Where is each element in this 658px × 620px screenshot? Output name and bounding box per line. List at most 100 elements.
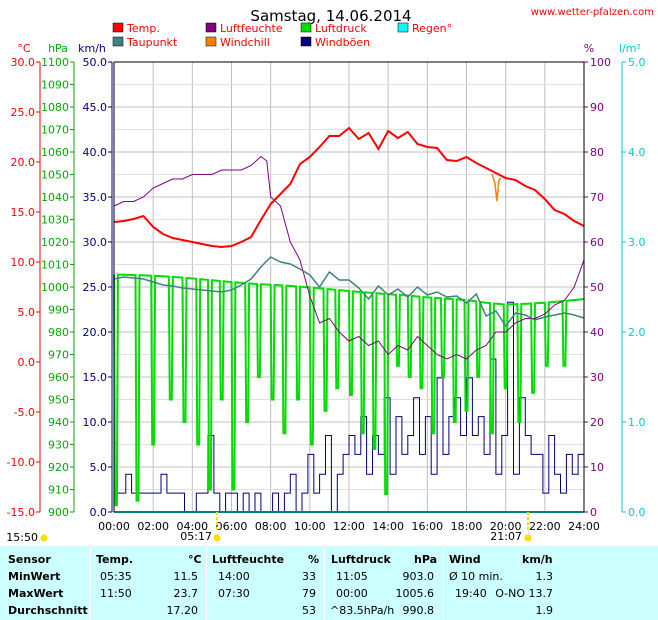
hum-max-time: 07:30 — [218, 587, 250, 600]
chart-legend: Temp. Luftfeuchte Luftdruck Regen° Taupunkt W… — [112, 22, 452, 49]
hum-min-value: 33 — [302, 570, 316, 583]
humidity-axis-tick-label: 50 — [590, 281, 604, 294]
rain-axis-tick-label: 3.0 — [628, 236, 646, 249]
wind-min-value: 1.3 — [535, 570, 554, 583]
header-humidity-unit: % — [308, 553, 320, 566]
x-tick-label: 08:00 — [255, 520, 287, 533]
plot-frame — [113, 61, 585, 513]
wind-max-time: 19:40 — [455, 587, 487, 600]
temp-axis-tick-label: 15.0 — [11, 206, 36, 219]
rain-axis-tick-label: 1.0 — [628, 416, 646, 429]
pressure-axis-tick-label: 940 — [48, 416, 69, 429]
legend-swatch — [300, 36, 312, 47]
temp-axis-tick-label: 5.0 — [18, 306, 36, 319]
legend-swatch — [112, 22, 124, 33]
legend-label: Temp. — [126, 22, 160, 35]
hum-min-time: 14:00 — [218, 570, 250, 583]
header-wind: Wind — [449, 553, 481, 566]
pressure-axis-tick-label: 970 — [48, 349, 69, 362]
legend-swatch — [397, 22, 409, 33]
x-tick-label: 06:00 — [216, 520, 248, 533]
hum-avg-value: 53 — [302, 604, 316, 617]
pressure-axis-tick-label: 920 — [48, 461, 69, 474]
rain-axis-tick-label: 0.0 — [628, 506, 646, 519]
wind-axis-tick-label: 0.0 — [90, 506, 108, 519]
pressure-axis-tick-label: 990 — [48, 304, 69, 317]
pressure-axis-tick-label: 900 — [48, 506, 69, 519]
humidity-axis-tick-label: 80 — [590, 146, 604, 159]
pressure-axis-tick-label: 1030 — [41, 214, 69, 227]
rain-axis-tick-label: 5.0 — [628, 56, 646, 69]
sunrise-time: 05:17 — [180, 530, 212, 543]
x-tick-label: 22:00 — [529, 520, 561, 533]
wind-axis-tick-label: 30.0 — [83, 236, 108, 249]
column-divider — [206, 546, 207, 620]
wind-axis-tick-label: 5.0 — [90, 461, 108, 474]
site-url[interactable]: www.wetter-pfalzen.com — [531, 7, 654, 18]
legend-swatch — [205, 22, 217, 33]
humidity-axis-tick-label: 20 — [590, 416, 604, 429]
temp-min-time: 05:35 — [100, 570, 132, 583]
current-time-icon — [40, 534, 48, 542]
x-tick-label: 10:00 — [294, 520, 326, 533]
x-tick-label: 00:00 — [98, 520, 130, 533]
series-taupunkt — [113, 256, 585, 328]
pressure-axis-unit: hPa — [48, 42, 68, 55]
x-tick-label: 16:00 — [411, 520, 443, 533]
legend-label: Luftfeuchte — [220, 22, 283, 35]
legend-label: Windböen — [315, 36, 370, 49]
wind-axis-tick-label: 10.0 — [83, 416, 108, 429]
pressure-axis-tick-label: 1040 — [41, 191, 69, 204]
rain-axis-tick-label: 2.0 — [628, 326, 646, 339]
pressure-axis-tick-label: 980 — [48, 326, 69, 339]
temp-axis-tick-label: 30.0 — [11, 56, 36, 69]
press-trend: ^83.5hPa/h — [330, 604, 395, 617]
temp-min-value: 11.5 — [173, 570, 199, 583]
stats-table: Sensor Temp. °C Luftfeuchte % Luftdruck … — [0, 546, 658, 620]
temp-axis-unit: °C — [17, 42, 31, 55]
wind-max-value: O-NO 13.7 — [495, 587, 553, 600]
legend-label: Regen° — [412, 22, 452, 35]
sunrise-icon — [213, 534, 221, 542]
wind-avg-value: 1.9 — [535, 604, 554, 617]
humidity-axis-tick-label: 90 — [590, 101, 604, 114]
x-tick-label: 14:00 — [372, 520, 404, 533]
temp-max-value: 23.7 — [173, 587, 199, 600]
series-luftdruck — [113, 273, 585, 507]
temp-avg-value: 17.20 — [166, 604, 199, 617]
pressure-axis-tick-label: 1060 — [41, 146, 69, 159]
x-tick-label: 04:00 — [176, 520, 208, 533]
humidity-axis-tick-label: 100 — [590, 56, 611, 69]
row-label: Durchschnitt — [8, 604, 88, 617]
legend-label: Taupunkt — [126, 36, 178, 49]
humidity-axis-tick-label: 10 — [590, 461, 604, 474]
header-temp-unit: °C — [188, 553, 202, 566]
press-min-time: 11:05 — [336, 570, 368, 583]
humidity-axis-tick-label: 0 — [590, 506, 597, 519]
series-windboeen — [114, 301, 585, 513]
sunset-icon — [524, 534, 532, 542]
sunset-marker: 21:07 — [490, 512, 532, 543]
pressure-axis-tick-label: 950 — [48, 394, 69, 407]
header-pressure-unit: hPa — [414, 553, 438, 566]
pressure-axis-tick-label: 1050 — [41, 169, 69, 182]
press-min-value: 903.0 — [402, 570, 435, 583]
wind-axis-tick-label: 25.0 — [83, 281, 108, 294]
hum-max-value: 79 — [302, 587, 316, 600]
wind-axis-tick-label: 15.0 — [83, 371, 108, 384]
press-max-value: 1005.6 — [395, 587, 435, 600]
column-divider — [324, 546, 325, 620]
pressure-axis-tick-label: 1010 — [41, 259, 69, 272]
x-tick-label: 20:00 — [490, 520, 522, 533]
temp-max-time: 11:50 — [100, 587, 132, 600]
row-label: MinWert — [8, 570, 61, 583]
wind-axis-tick-label: 35.0 — [83, 191, 108, 204]
x-tick-label: 18:00 — [451, 520, 483, 533]
pressure-axis-tick-label: 1020 — [41, 236, 69, 249]
temp-axis-tick-label: 25.0 — [11, 106, 36, 119]
chart-title: Samstag, 14.06.2014 — [250, 7, 411, 25]
press-avg-value: 990.8 — [402, 604, 435, 617]
temp-axis-tick-label: 0.0 — [18, 356, 36, 369]
series-windchill — [491, 173, 502, 202]
pressure-axis-tick-label: 1080 — [41, 101, 69, 114]
